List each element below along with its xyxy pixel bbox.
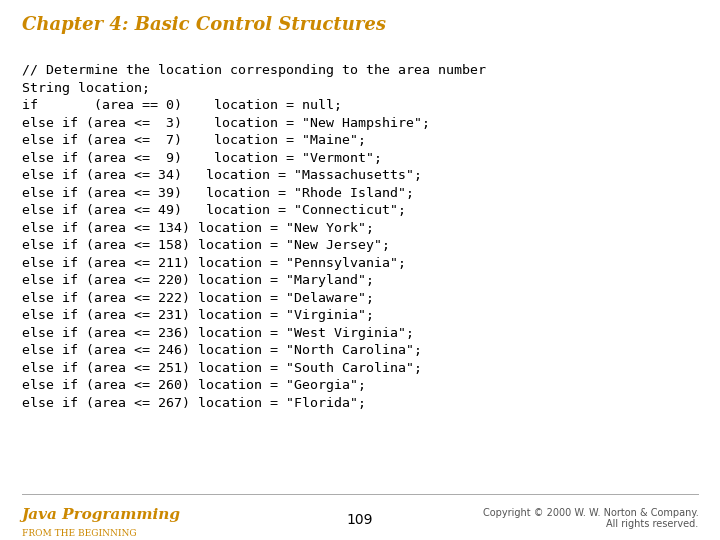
Text: FROM THE BEGINNING: FROM THE BEGINNING: [22, 529, 136, 538]
Text: Java Programming: Java Programming: [22, 508, 181, 522]
Text: Chapter 4: Basic Control Structures: Chapter 4: Basic Control Structures: [22, 16, 386, 34]
Text: 109: 109: [347, 513, 373, 527]
Text: // Determine the location corresponding to the area number
String location;
if  : // Determine the location corresponding …: [22, 64, 485, 410]
Text: Copyright © 2000 W. W. Norton & Company.
All rights reserved.: Copyright © 2000 W. W. Norton & Company.…: [482, 508, 698, 529]
